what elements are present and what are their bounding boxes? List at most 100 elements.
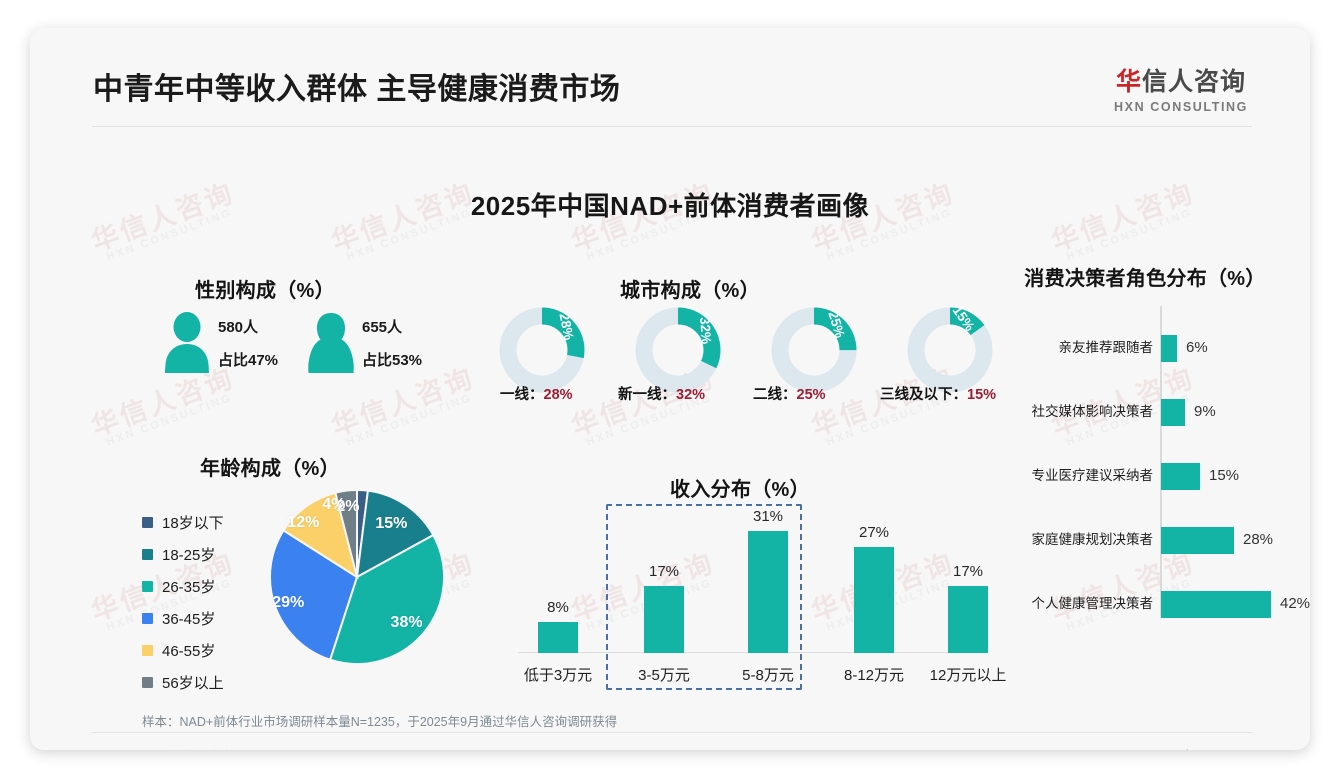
city-caption-value: 28% [543, 387, 573, 403]
income-category-label: 12万元以上 [929, 667, 1007, 684]
pie-value-label: 4% [322, 496, 346, 514]
income-bar-chart: 8% 低于3万元 17% 3-5万元 31% 5-8万元 27% 8-12万元 17% 12万元以… [518, 504, 1006, 691]
income-category-label: 3-5万元 [638, 667, 690, 684]
pie-value-label: 38% [390, 614, 423, 632]
role-bar [1161, 527, 1234, 554]
age-legend-item: 56岁以上 [142, 666, 224, 698]
legend-swatch [142, 516, 153, 528]
role-row: 专业医疗建议采纳者 15% [990, 461, 1300, 491]
role-section-title: 消费决策者角色分布（%） [1024, 268, 1266, 290]
city-donut: 32% [632, 304, 724, 396]
age-legend: 18岁以下 18-25岁 26-35岁 36-45岁 46-55岁 56岁以上 [142, 506, 224, 698]
legend-label: 46-55岁 [162, 642, 216, 660]
city-donut: 28% [496, 304, 588, 396]
age-pie-chart: 2% 15% 38% 29% 12% 4% [269, 488, 445, 665]
income-bar-value: 27% [858, 524, 890, 541]
city-caption: 新一线：32% [618, 383, 705, 404]
gender-share: 占比47% [218, 352, 279, 369]
city-caption: 三线及以下：15% [880, 383, 996, 404]
age-legend-item: 18-25岁 [142, 538, 224, 570]
role-row: 个人健康管理决策者 42% [990, 589, 1310, 619]
legend-label: 56岁以上 [162, 674, 224, 692]
male-icon [158, 311, 216, 373]
role-label: 亲友推荐跟随者 [1058, 340, 1154, 355]
city-caption-label: 三线及以下： [880, 387, 967, 403]
age-legend-item: 18岁以下 [142, 506, 224, 538]
logo-char-red: 华 [1115, 68, 1142, 96]
city-caption-label: 一线： [500, 387, 544, 403]
role-bar [1161, 463, 1200, 490]
legend-swatch [142, 676, 153, 688]
income-bar-value: 17% [648, 563, 680, 580]
city-caption-value: 15% [967, 387, 997, 403]
role-bar [1161, 335, 1177, 362]
female-icon [302, 311, 360, 373]
website-url: www.hxrcon.com [1157, 747, 1248, 750]
city-caption-label: 二线： [753, 387, 797, 403]
city-section-title: 城市构成（%） [620, 280, 760, 302]
city-donut: 15% [904, 303, 996, 396]
pie-slice [282, 491, 359, 580]
income-bar [538, 622, 578, 653]
legend-label: 18岁以下 [162, 514, 224, 532]
age-legend-item: 46-55岁 [142, 634, 224, 666]
highlight-dashed-box [606, 504, 802, 690]
income-bar-value: 31% [752, 508, 784, 525]
pie-value-label: 2% [336, 498, 360, 516]
role-bar [1161, 399, 1185, 426]
pie-value-label: 15% [375, 515, 408, 533]
city-caption-label: 新一线： [618, 387, 676, 403]
income-bar [948, 586, 988, 653]
city-caption-value: 32% [676, 387, 706, 403]
gender-share: 占比53% [362, 352, 423, 369]
logo-subtitle: HXN CONSULTING [1114, 100, 1248, 114]
age-legend-item: 26-35岁 [142, 570, 224, 602]
page-title: 中青年中等收入群体 主导健康消费市场 [93, 73, 621, 106]
gender-count: 655人 [362, 319, 403, 336]
donut-value-label: 32% [696, 316, 714, 345]
sample-note: 样本：NAD+前体行业市场调研样本量N=1235，于2025年9月通过华信人咨询… [142, 715, 618, 729]
income-category-label: 5-8万元 [742, 667, 794, 684]
pie-slice [334, 488, 358, 578]
brand-logo: 华信人咨询 HXN CONSULTING [1114, 68, 1248, 115]
legend-label: 18-25岁 [162, 546, 216, 564]
income-bar [854, 547, 894, 653]
legend-label: 26-35岁 [162, 578, 216, 596]
legend-swatch [142, 548, 153, 560]
pie-slice [269, 529, 359, 662]
role-row: 社交媒体影响决策者 9% [990, 397, 1300, 427]
role-label: 个人健康管理决策者 [1031, 596, 1154, 611]
legend-swatch [142, 644, 153, 656]
pie-value-label: 29% [272, 594, 305, 612]
legend-label: 36-45岁 [162, 610, 216, 628]
income-bar [748, 531, 788, 653]
income-bar [644, 586, 684, 653]
city-caption-value: 25% [796, 387, 826, 403]
pie-slice [328, 533, 445, 665]
pie-slice [355, 489, 435, 579]
gender-count: 580人 [218, 319, 259, 336]
age-legend-item: 36-45岁 [142, 602, 224, 634]
role-row: 家庭健康规划决策者 28% [990, 525, 1300, 555]
income-category-label: 低于3万元 [523, 667, 593, 684]
header-divider [92, 126, 1252, 127]
role-label: 专业医疗建议采纳者 [1031, 468, 1154, 483]
pie-value-label: 12% [287, 514, 320, 532]
role-bar-value: 9% [1194, 403, 1216, 420]
income-bar-value: 8% [547, 599, 569, 616]
role-label: 家庭健康规划决策者 [1031, 532, 1154, 547]
income-bar-value: 17% [952, 563, 984, 580]
income-category-label: 8-12万元 [843, 667, 905, 684]
role-row: 亲友推荐跟随者 6% [990, 333, 1300, 363]
legend-swatch [142, 612, 153, 624]
role-bar-value: 15% [1209, 467, 1240, 484]
city-donut: 25% [768, 304, 860, 396]
header: 中青年中等收入群体 主导健康消费市场 华信人咨询 HXN CONSULTING [30, 28, 1310, 127]
city-caption: 二线：25% [753, 383, 826, 404]
infographic-page: 华信人咨询 HXN CONSULTING 华信人咨询 HXN CONSULTING 华信… [30, 28, 1310, 750]
income-section-title: 收入分布（%） [670, 479, 810, 501]
role-bar-value: 42% [1280, 595, 1310, 612]
gender-section-title: 性别构成（%） [195, 280, 335, 302]
city-caption: 一线：28% [500, 383, 573, 404]
